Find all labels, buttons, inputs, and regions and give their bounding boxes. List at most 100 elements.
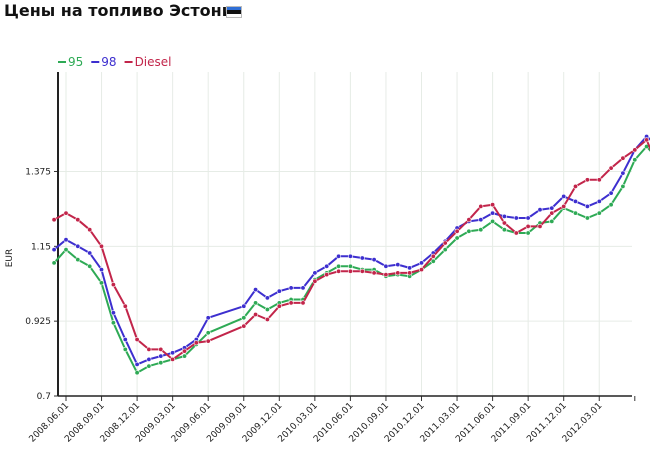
data-point-diesel[interactable]	[158, 346, 164, 352]
data-point-98[interactable]	[407, 265, 413, 271]
data-point-95[interactable]	[87, 263, 93, 269]
data-point-diesel[interactable]	[51, 217, 57, 223]
data-point-95[interactable]	[584, 215, 590, 221]
data-point-98[interactable]	[596, 198, 602, 204]
data-point-diesel[interactable]	[264, 316, 270, 322]
data-point-95[interactable]	[608, 202, 614, 208]
data-point-95[interactable]	[110, 320, 116, 326]
data-point-98[interactable]	[205, 315, 211, 321]
data-point-95[interactable]	[336, 263, 342, 269]
data-point-diesel[interactable]	[584, 177, 590, 183]
data-point-95[interactable]	[99, 280, 105, 286]
data-point-diesel[interactable]	[644, 137, 650, 143]
data-point-diesel[interactable]	[608, 165, 614, 171]
data-point-diesel[interactable]	[300, 300, 306, 306]
data-point-diesel[interactable]	[205, 338, 211, 344]
data-point-98[interactable]	[312, 270, 318, 276]
data-point-diesel[interactable]	[442, 240, 448, 246]
data-point-98[interactable]	[359, 255, 365, 261]
data-point-95[interactable]	[454, 235, 460, 241]
data-point-diesel[interactable]	[632, 147, 638, 153]
data-point-95[interactable]	[158, 360, 164, 366]
data-point-98[interactable]	[146, 356, 152, 362]
legend-label-diesel[interactable]: Diesel	[135, 55, 172, 69]
data-point-diesel[interactable]	[75, 217, 81, 223]
data-point-diesel[interactable]	[513, 230, 519, 236]
data-point-98[interactable]	[490, 210, 496, 216]
data-point-diesel[interactable]	[418, 267, 424, 273]
legend-label-95[interactable]: 95	[68, 55, 83, 69]
data-point-98[interactable]	[51, 247, 57, 253]
data-point-98[interactable]	[63, 237, 69, 243]
data-point-98[interactable]	[347, 253, 353, 259]
data-point-95[interactable]	[632, 157, 638, 163]
data-point-diesel[interactable]	[572, 183, 578, 189]
data-point-98[interactable]	[134, 361, 140, 367]
data-point-95[interactable]	[347, 263, 353, 269]
data-point-95[interactable]	[264, 306, 270, 312]
data-point-98[interactable]	[620, 170, 626, 176]
data-point-diesel[interactable]	[620, 155, 626, 161]
data-point-95[interactable]	[134, 370, 140, 376]
data-point-98[interactable]	[300, 285, 306, 291]
data-point-95[interactable]	[146, 363, 152, 369]
data-point-diesel[interactable]	[454, 228, 460, 234]
data-point-diesel[interactable]	[501, 220, 507, 226]
data-point-95[interactable]	[182, 353, 188, 359]
data-point-98[interactable]	[336, 253, 342, 259]
data-point-98[interactable]	[75, 243, 81, 249]
data-point-diesel[interactable]	[561, 203, 567, 209]
data-point-diesel[interactable]	[288, 300, 294, 306]
data-point-98[interactable]	[537, 207, 543, 213]
data-point-diesel[interactable]	[87, 227, 93, 233]
data-point-98[interactable]	[501, 213, 507, 219]
data-point-diesel[interactable]	[430, 253, 436, 259]
data-point-95[interactable]	[478, 227, 484, 233]
data-point-98[interactable]	[99, 267, 105, 273]
data-point-95[interactable]	[430, 258, 436, 264]
data-point-98[interactable]	[122, 336, 128, 342]
data-point-diesel[interactable]	[466, 217, 472, 223]
data-point-diesel[interactable]	[359, 268, 365, 274]
data-point-98[interactable]	[371, 257, 377, 263]
data-point-95[interactable]	[63, 247, 69, 253]
data-point-95[interactable]	[572, 210, 578, 216]
data-point-95[interactable]	[549, 218, 555, 224]
data-point-98[interactable]	[478, 217, 484, 223]
data-point-95[interactable]	[490, 218, 496, 224]
legend-label-98[interactable]: 98	[101, 55, 116, 69]
data-point-95[interactable]	[466, 228, 472, 234]
data-point-95[interactable]	[442, 247, 448, 253]
data-point-98[interactable]	[513, 215, 519, 221]
data-point-diesel[interactable]	[395, 270, 401, 276]
data-point-98[interactable]	[87, 250, 93, 256]
data-point-98[interactable]	[418, 260, 424, 266]
data-point-95[interactable]	[620, 183, 626, 189]
data-point-diesel[interactable]	[537, 223, 543, 229]
data-point-98[interactable]	[158, 353, 164, 359]
data-point-95[interactable]	[75, 257, 81, 263]
data-point-diesel[interactable]	[596, 177, 602, 183]
data-point-98[interactable]	[549, 205, 555, 211]
data-point-diesel[interactable]	[182, 348, 188, 354]
data-point-diesel[interactable]	[324, 272, 330, 278]
data-point-98[interactable]	[584, 203, 590, 209]
data-point-diesel[interactable]	[549, 210, 555, 216]
data-point-98[interactable]	[253, 287, 259, 293]
data-point-95[interactable]	[501, 227, 507, 233]
data-point-diesel[interactable]	[312, 278, 318, 284]
data-point-98[interactable]	[288, 285, 294, 291]
data-point-98[interactable]	[561, 193, 567, 199]
data-point-diesel[interactable]	[525, 223, 531, 229]
data-point-98[interactable]	[324, 263, 330, 269]
data-point-95[interactable]	[596, 210, 602, 216]
data-point-diesel[interactable]	[347, 268, 353, 274]
data-point-98[interactable]	[276, 288, 282, 294]
data-point-95[interactable]	[241, 315, 247, 321]
data-point-95[interactable]	[525, 230, 531, 236]
data-point-diesel[interactable]	[193, 340, 199, 346]
data-point-diesel[interactable]	[490, 202, 496, 208]
data-point-diesel[interactable]	[99, 243, 105, 249]
data-point-diesel[interactable]	[276, 303, 282, 309]
data-point-diesel[interactable]	[478, 203, 484, 209]
